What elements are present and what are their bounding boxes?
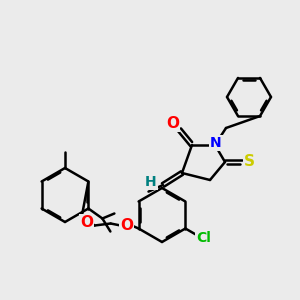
- Text: N: N: [210, 136, 222, 150]
- Text: O: O: [120, 218, 133, 233]
- Text: O: O: [167, 116, 179, 131]
- Text: S: S: [244, 154, 254, 169]
- Text: O: O: [80, 215, 93, 230]
- Text: H: H: [145, 175, 157, 189]
- Text: Cl: Cl: [196, 230, 211, 244]
